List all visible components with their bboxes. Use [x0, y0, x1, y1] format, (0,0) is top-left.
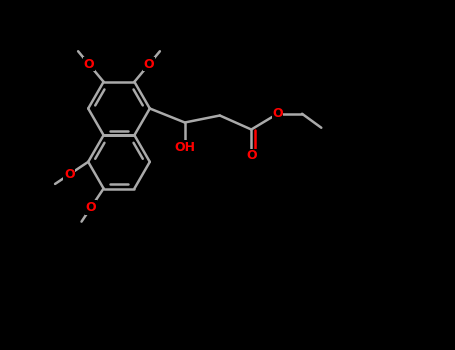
Text: O: O: [272, 107, 283, 120]
Text: O: O: [84, 58, 94, 71]
Text: O: O: [144, 58, 154, 71]
Text: OH: OH: [174, 140, 195, 154]
Text: O: O: [246, 149, 257, 162]
Text: O: O: [86, 201, 96, 214]
Text: O: O: [64, 168, 75, 181]
